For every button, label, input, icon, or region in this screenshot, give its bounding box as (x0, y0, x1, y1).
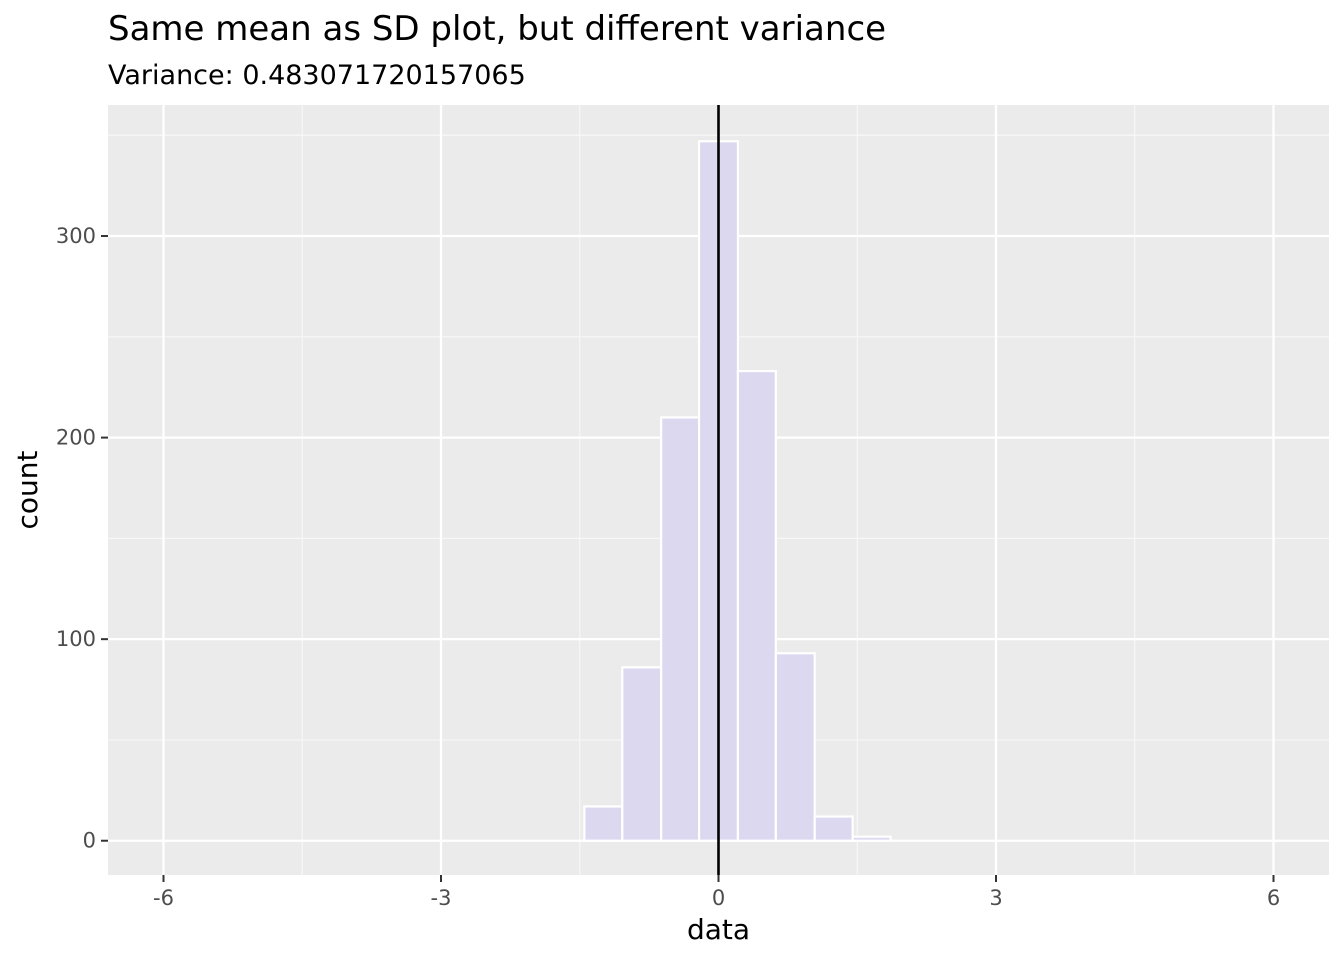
histogram-bar (660, 416, 701, 842)
chart-subtitle: Variance: 0.483071720157065 (108, 60, 526, 91)
x-tick-label: 6 (1267, 886, 1280, 910)
y-axis: 0 100 200 300 (56, 224, 108, 853)
histogram-bar (736, 369, 777, 842)
histogram-bar (621, 666, 663, 842)
x-tick-label: -6 (153, 886, 174, 910)
x-axis: -6 -3 0 3 6 (153, 875, 1280, 910)
x-tick-label: 0 (712, 886, 725, 910)
y-tick-label: 200 (56, 426, 96, 450)
histogram-bar (851, 835, 892, 842)
y-axis-title: count (11, 450, 44, 529)
y-tick-label: 0 (83, 829, 96, 853)
chart-title: Same mean as SD plot, but different vari… (108, 9, 886, 49)
histogram-bar (774, 652, 816, 842)
histogram-bar (583, 805, 624, 842)
x-tick-label: 3 (989, 886, 1002, 910)
x-tick-label: -3 (431, 886, 452, 910)
histogram-bar (813, 815, 854, 842)
x-axis-title: data (687, 913, 750, 946)
y-tick-label: 300 (56, 224, 96, 248)
y-tick-label: 100 (56, 627, 96, 651)
